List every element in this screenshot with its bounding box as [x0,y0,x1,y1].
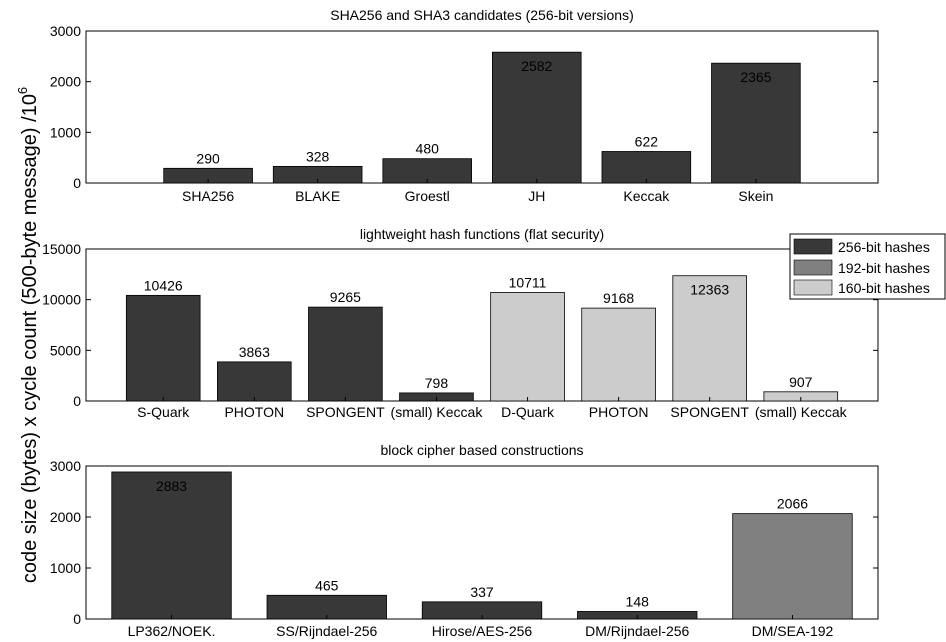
legend-label-256: 256-bit hashes [838,239,930,255]
y-tick-label: 15000 [42,241,81,257]
bar [308,306,383,402]
bar-series: 2883 LP362/NOEK. 465 SS/Rijndael-256 337 Hiro… [111,471,853,639]
data-label: 12363 [690,282,729,298]
y-tick-label: 5000 [50,342,81,358]
legend-label-160: 160-bit hashes [838,280,930,296]
bar [492,51,582,184]
data-label: 480 [416,141,440,157]
x-tick-label: SS/Rijndael-256 [276,623,377,639]
bar [111,471,232,620]
plot-frame [85,248,879,402]
y-tick-label: 1000 [50,560,81,576]
y-tick-label: 2000 [50,74,81,90]
x-tick-label: SPONGENT [670,404,749,420]
bar [125,294,201,402]
x-tick-label: (small) Keccak [755,404,848,420]
x-tick-label: SPONGENT [306,404,385,420]
y-tick-label: 3000 [50,23,81,39]
x-tick-label: DM/SEA-192 [752,623,834,639]
bar [581,307,656,402]
data-label: 9265 [330,289,361,305]
x-tick-label: SHA256 [182,188,234,204]
x-tick-label: Hirose/AES-256 [432,623,533,639]
x-tick-label: Groestl [405,188,450,204]
y-axis-label: code size (bytes) x cycle count (500-byt… [15,87,41,583]
plot-frame [85,30,879,184]
legend-swatch-256 [793,238,833,255]
x-tick-label: PHOTON [224,404,284,420]
bar [382,158,472,184]
legend-swatch-160 [793,279,833,296]
x-tick-label: Skein [738,188,773,204]
data-label: 148 [626,593,650,609]
panel-title: SHA256 and SHA3 candidates (256-bit vers… [330,7,634,23]
bar-series: 10426 S-Quark 3863 PHOTON 9265 SPONGENT 798 (sm… [125,274,848,420]
data-label: 798 [425,375,449,391]
y-tick-label: 0 [73,393,81,409]
panel-lightweight-hashes: lightweight hash functions (flat securit… [42,226,879,420]
x-tick-label: S-Quark [137,404,190,420]
bar-series: 290 SHA256 328 BLAKE 480 Groestl 2582 JH 622 Kecc… [163,51,801,204]
panel-sha3-candidates: SHA256 and SHA3 candidates (256-bit vers… [50,7,879,204]
y-tick-label: 10000 [42,292,81,308]
x-tick-label: D-Quark [501,404,555,420]
data-label: 290 [196,150,220,166]
data-label: 9168 [603,290,634,306]
y-tick-label: 0 [73,611,81,627]
data-label: 328 [306,148,330,164]
y-tick-label: 2000 [50,509,81,525]
y-tick-label: 3000 [50,458,81,474]
x-tick-label: PHOTON [589,404,649,420]
x-tick-label: Keccak [623,188,670,204]
data-label: 10711 [509,274,547,290]
legend-label-192: 192-bit hashes [838,260,930,276]
data-label: 2066 [777,496,808,512]
legend-swatch-192 [793,259,833,276]
bar [217,361,292,402]
data-label: 10426 [144,277,183,293]
data-label: 465 [315,577,339,593]
y-tick-label: 0 [73,175,81,191]
bar [711,62,801,184]
data-label: 3863 [239,344,270,360]
x-tick-label: BLAKE [295,188,340,204]
data-label: 622 [635,133,659,149]
y-tick-label: 1000 [50,124,81,140]
data-label: 337 [470,584,494,600]
data-label: 907 [789,374,813,390]
y-axis: 0 1000 2000 3000 [50,23,878,191]
x-tick-label: DM/Rijndael-256 [585,623,689,639]
bar [601,151,692,184]
data-label: 2883 [156,478,187,494]
panel-title: block cipher based constructions [380,442,583,458]
data-label: 2582 [521,58,552,74]
panel-title: lightweight hash functions (flat securit… [360,226,604,242]
legend: 256-bit hashes 192-bit hashes 160-bit ha… [789,233,946,300]
x-tick-label: LP362/NOEK. [128,623,216,639]
x-tick-label: (small) Keccak [391,404,484,420]
y-axis: 0 1000 2000 3000 [50,458,878,627]
bar [732,513,853,620]
panel-block-cipher: block cipher based constructions 0 1000 20… [50,442,879,639]
y-axis: 0 5000 10000 15000 [42,241,878,409]
bar [672,275,747,402]
bar [490,292,565,402]
data-label: 2365 [740,69,771,85]
x-tick-label: JH [528,188,545,204]
